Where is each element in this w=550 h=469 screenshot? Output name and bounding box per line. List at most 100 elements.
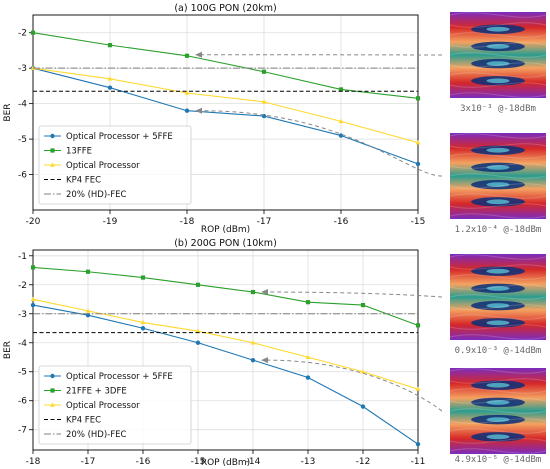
- series-optical-processor-line: [32, 298, 419, 390]
- eye-opening-core: [486, 320, 510, 326]
- legend-optical-processor-marker: [50, 162, 55, 167]
- eye-diagram-caption: 3x10⁻³ @-18dBm: [460, 104, 536, 114]
- x-tick-label: -15: [411, 217, 426, 227]
- legend-optical-processor-label: Optical Processor: [66, 401, 140, 411]
- x-tick-label: -17: [257, 217, 272, 227]
- eye-trace: [449, 314, 547, 320]
- eye-trace: [449, 418, 547, 424]
- annotation-arrow-line: [266, 291, 443, 298]
- eye-trace: [449, 143, 547, 149]
- eye-trace: [449, 72, 547, 78]
- x-tick-label: -18: [180, 217, 195, 227]
- series-13ffe-point: [415, 96, 421, 101]
- series-optical-processor-5ffe-point: [184, 108, 190, 113]
- series-optical-processor-point: [85, 308, 91, 313]
- legend: Optical Processor + 5FFE 13FFE Optical Pro…: [38, 125, 192, 205]
- legend-13ffe-label: 13FFE: [66, 147, 92, 157]
- plot-frame: [32, 14, 419, 211]
- series-optical-processor-5ffe-point: [107, 85, 113, 90]
- legend-21ffe-3dfe-marker: [50, 388, 55, 393]
- series-optical-processor-line: [32, 67, 419, 144]
- eye-opening-core: [486, 400, 510, 405]
- legend-optical-processor-5ffe-marker: [50, 373, 55, 379]
- series-optical-processor-5ffe-point: [305, 375, 311, 380]
- series-13ffe-point: [184, 53, 190, 58]
- series-optical-processor-5ffe-line: [32, 67, 419, 165]
- series-13ffe-point: [261, 69, 267, 74]
- legend-21ffe-3dfe-label: 21FFE + 3DFE: [66, 387, 127, 397]
- y-tick-label: -3: [18, 310, 27, 320]
- x-tick-label: -16: [334, 217, 349, 227]
- chart-title: (a) 100G PON (20km): [174, 3, 276, 14]
- series-optical-processor-point: [415, 140, 421, 145]
- series-13ffe-point: [338, 87, 344, 92]
- y-tick-label: -4: [18, 339, 27, 349]
- series-optical-processor-5ffe-point: [140, 326, 146, 331]
- eye-trace: [449, 173, 547, 179]
- eye-trace: [449, 133, 547, 139]
- eye-trace: [449, 203, 547, 209]
- eye-trace: [449, 62, 547, 68]
- annotation-arrow-head: [195, 51, 202, 58]
- series-optical-processor-point: [305, 354, 311, 360]
- series-optical-processor-point: [261, 99, 267, 104]
- eye-trace: [449, 264, 547, 270]
- legend-box: [38, 365, 192, 445]
- y-tick-label: -3: [18, 64, 27, 74]
- y-tick-label: -5: [18, 135, 27, 145]
- chart-b-200g-pon: -18 -17 -16 -15 -14 -13 -12 -11 -7 -6 -5 -4 -3 -2 -1 (b…: [3, 238, 425, 468]
- eye-trace: [449, 82, 547, 88]
- y-axis-label: BER: [3, 103, 13, 121]
- legend-optical-processor-marker: [50, 402, 55, 407]
- eye-trace: [449, 438, 547, 444]
- eye-trace: [449, 22, 547, 28]
- annotation-arrow-head: [261, 289, 268, 296]
- series-optical-processor-point: [250, 340, 256, 345]
- y-tick-label: -7: [18, 426, 27, 436]
- eye-trace: [449, 324, 547, 330]
- x-tick-label: -20: [26, 217, 41, 227]
- x-axis-label: ROP (dBm): [201, 458, 250, 468]
- y-axis-label: BER: [3, 341, 13, 359]
- plot-frame: [32, 249, 419, 451]
- eye-trace: [449, 388, 547, 394]
- legend-kp4-fec-label: KP4 FEC: [66, 416, 101, 426]
- legend-optical-processor-5ffe-label: Optical Processor + 5FFE: [66, 132, 173, 142]
- eye-diagram-4: 4.9x10⁻⁵ @-14dBm: [449, 368, 547, 465]
- legend-optical-processor-label: Optical Processor: [66, 161, 140, 171]
- series-optical-processor-point: [30, 296, 36, 302]
- eye-diagram-1: 3x10⁻³ @-18dBm: [449, 12, 547, 114]
- eye-opening-core: [486, 286, 510, 291]
- eye-trace: [449, 153, 547, 159]
- eye-diagram-2: 1.2x10⁻⁴ @-18dBm: [449, 133, 547, 235]
- y-tick-label: -6: [18, 397, 27, 407]
- eye-trace: [449, 398, 547, 404]
- eye-opening-core: [486, 78, 510, 84]
- annotation-arrow-line: [266, 359, 443, 412]
- series-optical-processor-5ffe-line: [32, 304, 419, 445]
- eye-opening-core: [486, 417, 510, 422]
- eye-diagram-3: 0.9x10⁻³ @-14dBm: [449, 254, 547, 356]
- eye-opening-core: [486, 434, 510, 440]
- eye-opening-core: [486, 303, 510, 308]
- eye-opening-core: [486, 44, 510, 49]
- chart-title: (b) 200G PON (10km): [174, 238, 277, 249]
- series-optical-processor-point: [415, 386, 421, 391]
- eye-trace: [449, 334, 547, 340]
- annotation-arrows: [195, 51, 443, 412]
- eye-trace: [449, 92, 547, 98]
- eye-trace: [449, 193, 547, 199]
- legend-optical-processor-5ffe-marker: [50, 133, 55, 139]
- eye-trace: [449, 183, 547, 189]
- series-21ffe-3dfe-point: [30, 265, 36, 270]
- eye-trace: [449, 448, 547, 454]
- series-optical-processor-5ffe-point: [338, 133, 344, 138]
- eye-opening-core: [486, 147, 510, 153]
- legend-20-hd-fec-label: 20% (HD)-FEC: [66, 190, 126, 200]
- chart-a-100g-pon: -20 -19 -18 -17 -16 -15 -6 -5 -4 -3 -2 (a) 100G PON…: [3, 3, 425, 235]
- annotation-arrow-line: [200, 110, 443, 177]
- series-21ffe-3dfe-point: [305, 300, 311, 305]
- series-21ffe-3dfe-point: [140, 275, 146, 280]
- eye-diagrams: 3x10⁻³ @-18dBm 1.2x10⁻⁴ @-18dBm 0.9x10⁻³ @…: [449, 12, 547, 465]
